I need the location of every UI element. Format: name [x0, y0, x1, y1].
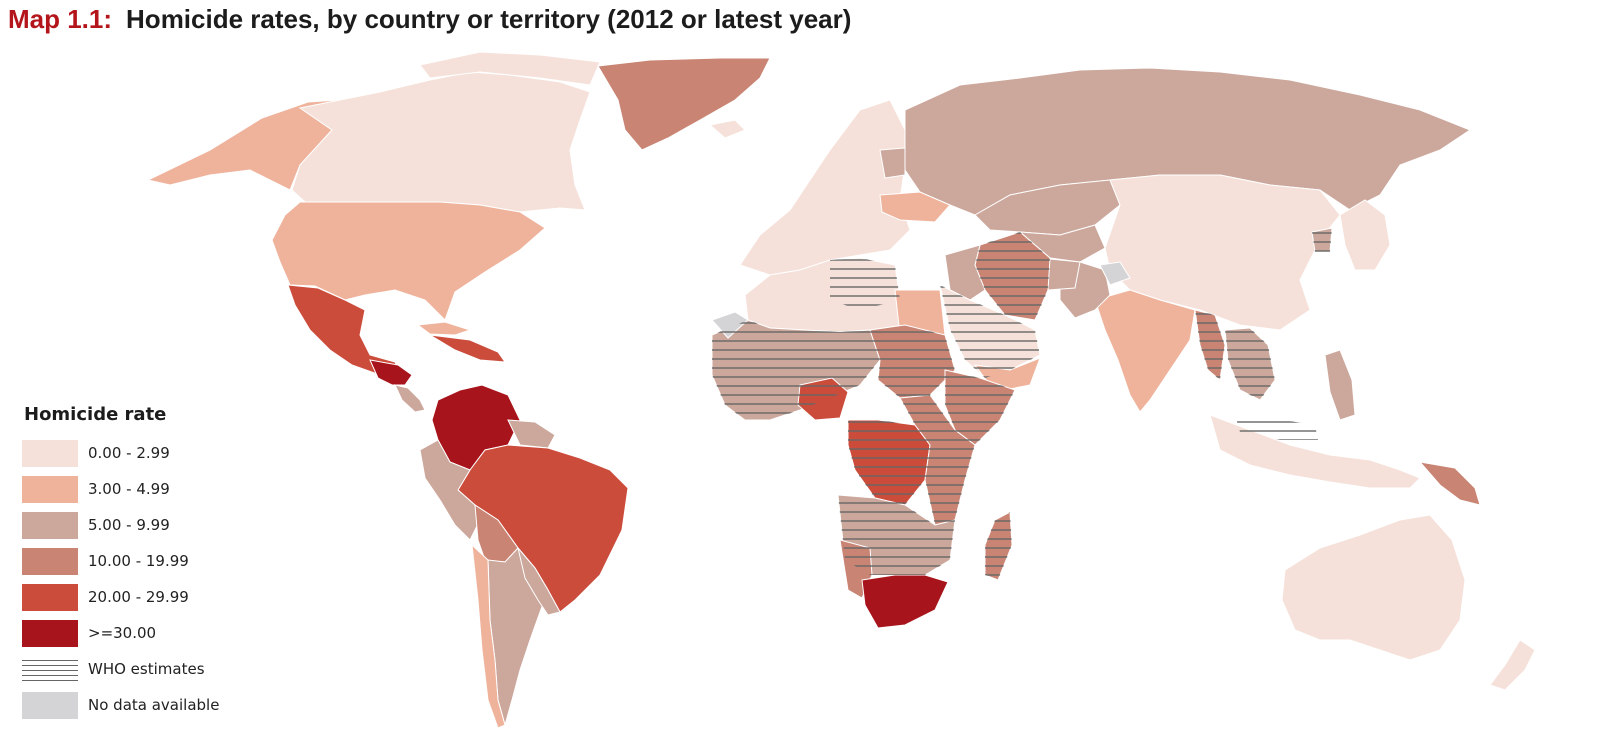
region-kazakhstan — [974, 179, 1121, 236]
region-indonesia — [1209, 414, 1421, 489]
map-title: Map 1.1: Homicide rates, by country or te… — [8, 4, 851, 35]
region-iceland — [708, 119, 746, 139]
legend-swatch — [22, 439, 78, 467]
legend-label: 20.00 - 29.99 — [88, 588, 189, 606]
nodata-swatch — [22, 691, 78, 719]
map-title-prefix: Map 1.1: — [8, 4, 113, 34]
legend-label-who: WHO estimates — [88, 660, 205, 678]
legend-item-who: WHO estimates — [22, 651, 219, 687]
region-chile — [471, 543, 506, 729]
region-baltics — [879, 147, 906, 179]
legend-swatch — [22, 547, 78, 575]
legend-label: 3.00 - 4.99 — [88, 480, 170, 498]
region-europe — [739, 99, 911, 276]
region-guianas — [507, 419, 556, 449]
legend-item: 5.00 - 9.99 — [22, 507, 219, 543]
legend-label-nodata: No data available — [88, 696, 220, 714]
who-estimate-hatching — [712, 228, 1332, 580]
region-greenland — [597, 57, 771, 151]
who-hatch-swatch — [22, 655, 78, 683]
legend-title: Homicide rate — [24, 404, 167, 425]
region-korea-japan — [1339, 199, 1391, 271]
legend-item: 3.00 - 4.99 — [22, 471, 219, 507]
region-australia — [1281, 514, 1466, 661]
legend-label: 5.00 - 9.99 — [88, 516, 170, 534]
region-cuba — [416, 321, 472, 336]
legend-label: >=30.00 — [88, 624, 157, 642]
region-central-america — [369, 359, 413, 386]
legend-label: 0.00 - 2.99 — [88, 444, 170, 462]
map-title-text: Homicide rates, by country or territory … — [126, 4, 852, 34]
region-south-africa — [861, 574, 949, 629]
legend-item: >=30.00 — [22, 615, 219, 651]
legend-item: 0.00 - 2.99 — [22, 435, 219, 471]
region-canada-arctic — [419, 51, 601, 86]
region-central-america-south — [394, 384, 426, 413]
legend-item: 10.00 - 19.99 — [22, 543, 219, 579]
region-usa — [271, 201, 546, 321]
legend-swatch — [22, 583, 78, 611]
legend: Homicide rate 0.00 - 2.99 3.00 - 4.99 5.… — [22, 404, 219, 723]
region-papua-new-guinea — [1418, 461, 1481, 506]
region-philippines — [1324, 349, 1356, 421]
region-caribbean — [429, 334, 507, 363]
region-new-zealand — [1489, 639, 1536, 691]
legend-item: 20.00 - 29.99 — [22, 579, 219, 615]
region-uruguay-paraguay — [517, 547, 561, 616]
legend-item-nodata: No data available — [22, 687, 219, 723]
region-canada — [291, 71, 591, 213]
legend-swatch — [22, 619, 78, 647]
region-nodata-asia — [1099, 261, 1131, 286]
legend-swatch — [22, 475, 78, 503]
legend-swatch — [22, 511, 78, 539]
region-india — [1094, 289, 1196, 413]
legend-label: 10.00 - 19.99 — [88, 552, 189, 570]
